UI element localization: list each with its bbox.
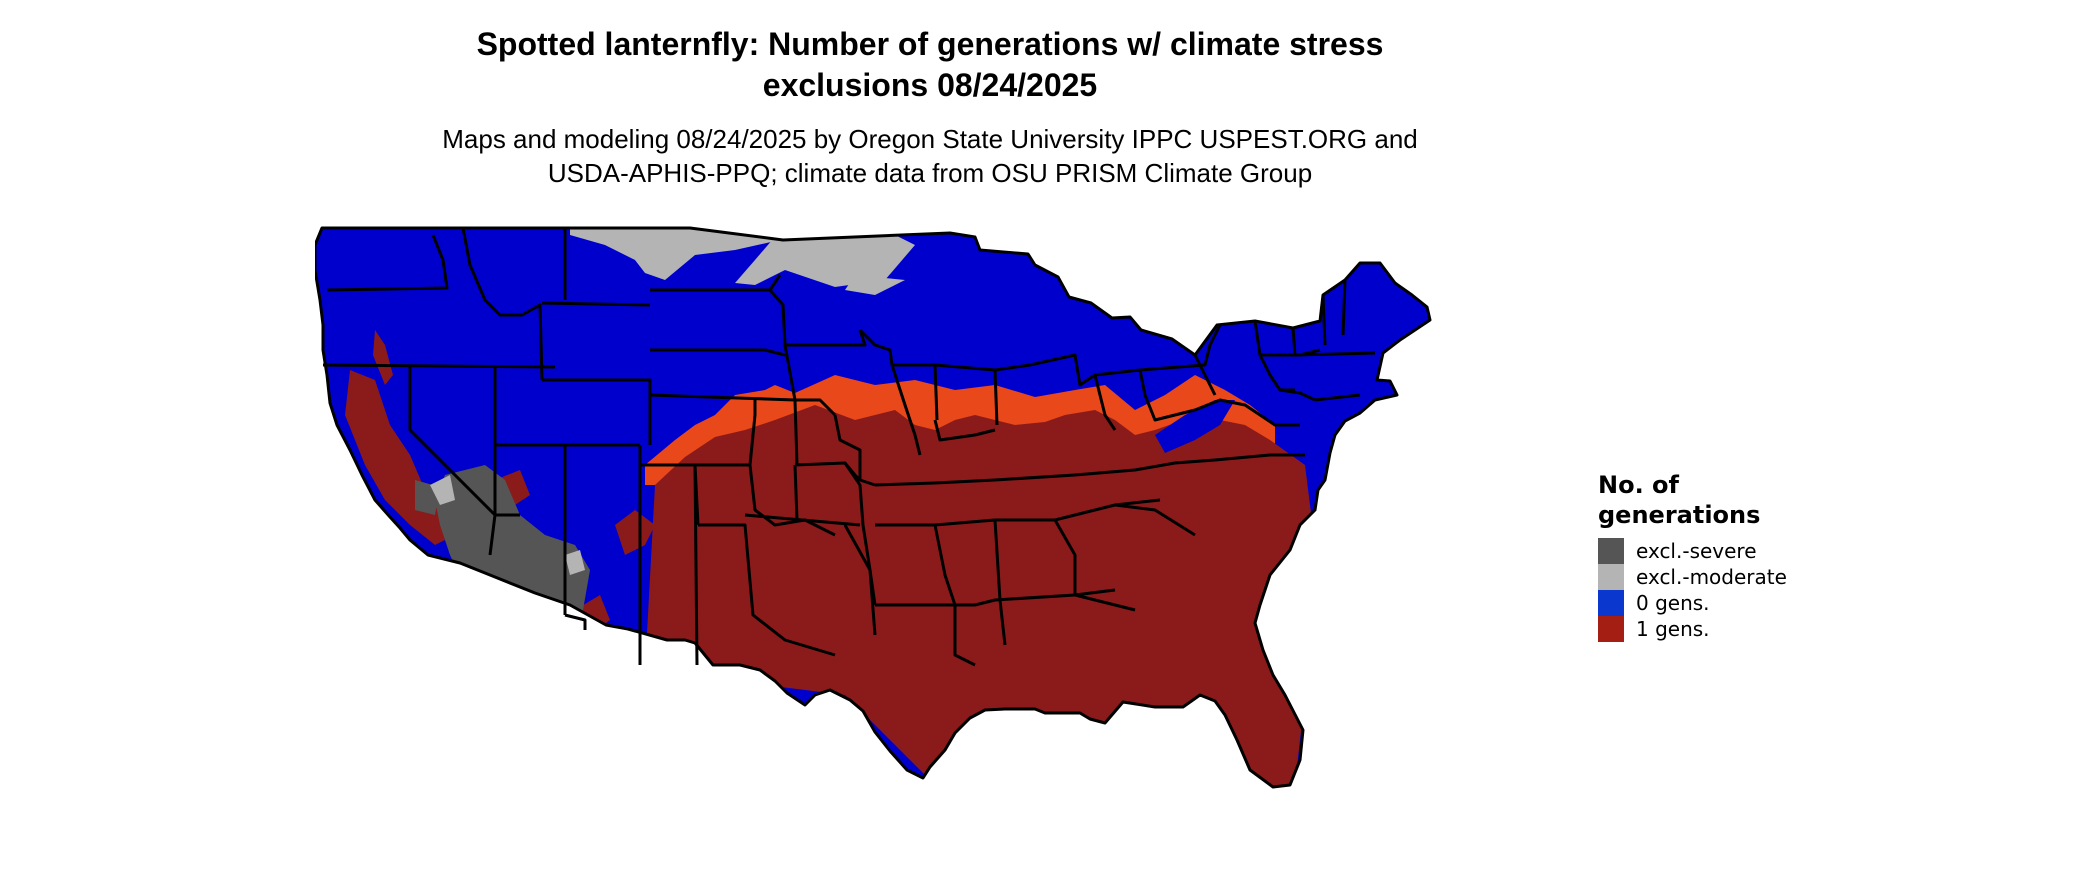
legend-swatch — [1598, 616, 1624, 642]
legend-label: 0 gens. — [1636, 591, 1710, 615]
map-title: Spotted lanternfly: Number of generation… — [476, 26, 1384, 103]
us-generations-map — [315, 226, 1432, 789]
legend-swatch — [1598, 564, 1624, 590]
legend-list: excl.-severe excl.-moderate 0 gens. 1 ge… — [1598, 538, 1858, 642]
legend-item-excl-severe: excl.-severe — [1598, 538, 1858, 564]
legend-swatch — [1598, 590, 1624, 616]
legend-item-1-gens: 1 gens. — [1598, 616, 1858, 642]
legend-item-0-gens: 0 gens. — [1598, 590, 1858, 616]
legend-label: excl.-severe — [1636, 539, 1757, 563]
map-legend: No. of generations excl.-severe excl.-mo… — [1598, 470, 1858, 642]
legend-swatch — [1598, 538, 1624, 564]
legend-label: 1 gens. — [1636, 617, 1710, 641]
legend-title: No. of generations — [1598, 471, 1761, 529]
map-subtitle: Maps and modeling 08/24/2025 by Oregon S… — [442, 124, 1418, 188]
legend-item-excl-moderate: excl.-moderate — [1598, 564, 1858, 590]
legend-label: excl.-moderate — [1636, 565, 1787, 589]
